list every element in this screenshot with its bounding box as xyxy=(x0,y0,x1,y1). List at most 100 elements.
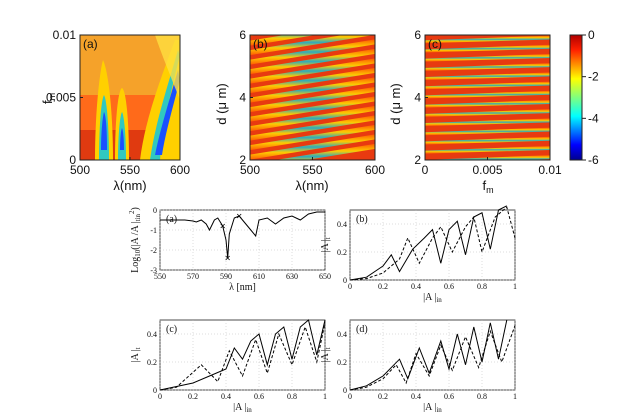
x-tick-label: 0.2 xyxy=(378,392,388,401)
series-line-0 xyxy=(160,211,325,259)
x-tick-label: 0.2 xyxy=(188,392,198,401)
series-line-dashed xyxy=(349,206,516,281)
heatmap-a xyxy=(80,35,180,160)
x-tick-label: 570 xyxy=(187,272,199,281)
x-tick-label: 0.6 xyxy=(444,392,454,401)
x-tick-label: 0.8 xyxy=(287,392,297,401)
resonance-band xyxy=(420,26,555,34)
y-tick-label: 0.2 xyxy=(337,248,347,257)
series-line-solid xyxy=(349,205,508,281)
resonance-band xyxy=(425,35,550,44)
y-tick-label: -1 xyxy=(150,226,157,235)
y-tick-label: 0.2 xyxy=(147,358,157,367)
y-tick-label: 0 xyxy=(153,206,157,215)
colorbar: 0 -2 -4 -6 xyxy=(569,28,599,167)
y-axis-label: fm xyxy=(40,93,57,104)
y-tick-label: 0 xyxy=(343,386,347,395)
y-tick-label: 4 xyxy=(239,91,246,105)
x-tick-label: 0.8 xyxy=(477,392,487,401)
resonance-band xyxy=(250,96,375,122)
resonance-band xyxy=(425,44,550,53)
resonance-band xyxy=(425,90,550,99)
resonance-band xyxy=(425,127,550,136)
y-tick-label: 0.2 xyxy=(337,358,347,367)
resonance-band xyxy=(250,35,374,56)
x-tick-label: 1 xyxy=(513,282,517,291)
y-tick-label: 0.005 xyxy=(46,91,76,105)
x-axis-label: λ [nm] xyxy=(229,282,256,293)
panel-label: (c) xyxy=(166,324,177,335)
plot-frame xyxy=(159,209,326,271)
x-tick-label: 610 xyxy=(253,272,265,281)
top-panel-b: (b) d (μ m) λ(nm) xyxy=(214,34,376,193)
x-tick-label: 550 xyxy=(302,163,322,177)
resonance-band xyxy=(250,35,316,46)
y-tick-label: 0 xyxy=(343,276,347,285)
resonance-band xyxy=(425,99,550,108)
resonance-band xyxy=(250,39,375,65)
resonance-band xyxy=(425,136,550,145)
resonance-band xyxy=(425,109,550,117)
colorbar-tick-label: -2 xyxy=(588,70,599,84)
x-tick-label: 0 xyxy=(158,392,162,401)
resonance-band xyxy=(425,118,550,127)
x-tick-label: 0.4 xyxy=(411,282,421,291)
x-tick-label: 550 xyxy=(120,163,140,177)
panel-label: (d) xyxy=(356,324,368,335)
resonance-band xyxy=(250,115,375,141)
y-axis-label: |A |t xyxy=(130,347,142,362)
data-marker xyxy=(220,223,225,229)
plot-frame xyxy=(349,209,516,281)
resonance-band xyxy=(420,17,555,25)
x-tick-label: 0.005 xyxy=(472,163,502,177)
colorbar-tick-label: -6 xyxy=(588,153,599,167)
y-tick-label: 0 xyxy=(69,153,76,167)
x-axis-label: fm xyxy=(482,178,493,195)
x-tick-label: 500 xyxy=(70,163,90,177)
y-axis-label: |A |t xyxy=(320,237,332,252)
x-tick-label: 0.01 xyxy=(538,163,562,177)
x-tick-label: 550 xyxy=(154,272,166,281)
x-tick-label: 0.6 xyxy=(254,392,264,401)
resonance-band xyxy=(250,124,375,151)
bottom-panel-b: 0 0.2 0.4 0.6 0.8 1 0 0.2 0.4 (b) |A |in |A |t xyxy=(320,205,517,304)
resonance-band xyxy=(425,81,550,90)
y-tick-label: 6 xyxy=(239,28,246,42)
plot-frame xyxy=(349,319,516,391)
data-marker xyxy=(236,213,242,219)
x-tick-label: 0.4 xyxy=(221,392,231,401)
y-tick-label: 0.4 xyxy=(147,330,157,339)
y-tick-label: 2 xyxy=(239,153,246,167)
top-panel-a: (a) fm λ(nm) xyxy=(40,34,181,193)
series-line-dashed xyxy=(159,322,326,391)
x-tick-label: 650 xyxy=(319,272,331,281)
colorbar-tick-label: -4 xyxy=(588,111,599,125)
x-axis-label: |A |in xyxy=(233,402,252,412)
panel-label: (b) xyxy=(356,214,368,225)
panel-label: (a) xyxy=(166,214,177,225)
x-tick-label: 0.6 xyxy=(444,282,454,291)
y-axis-label: d (μ m) xyxy=(214,83,229,124)
y-tick-label: 0.4 xyxy=(337,330,347,339)
series-line-solid xyxy=(159,319,326,391)
x-tick-label: 600 xyxy=(170,163,190,177)
x-tick-label: 600 xyxy=(365,163,385,177)
x-tick-label: 0 xyxy=(348,392,352,401)
y-tick-label: 2 xyxy=(414,153,421,167)
x-axis-label: |A |in xyxy=(423,402,442,412)
panel-label: (b) xyxy=(253,37,268,51)
heatmap-b xyxy=(250,35,375,160)
bottom-panel-a: 550 570 590 610 630 650 0 -1 -2 -3 (a) λ [nm] Log10(… xyxy=(128,206,331,293)
x-axis-label: λ(nm) xyxy=(295,178,328,193)
data-marker xyxy=(225,255,230,261)
y-axis-label: |A |t xyxy=(320,347,332,362)
colorbar-tick-label: 0 xyxy=(588,28,595,42)
resonance-band xyxy=(425,53,550,62)
x-tick-label: 0 xyxy=(422,163,429,177)
y-tick-label: -2 xyxy=(150,246,157,255)
resonance-band xyxy=(250,86,375,113)
bottom-panel-c: 0 0.2 0.4 0.6 0.8 1 0 0.2 0.4 (c) |A |in |A |t xyxy=(130,319,327,412)
x-axis-label: λ(nm) xyxy=(113,178,146,193)
x-tick-label: 0.2 xyxy=(378,282,388,291)
